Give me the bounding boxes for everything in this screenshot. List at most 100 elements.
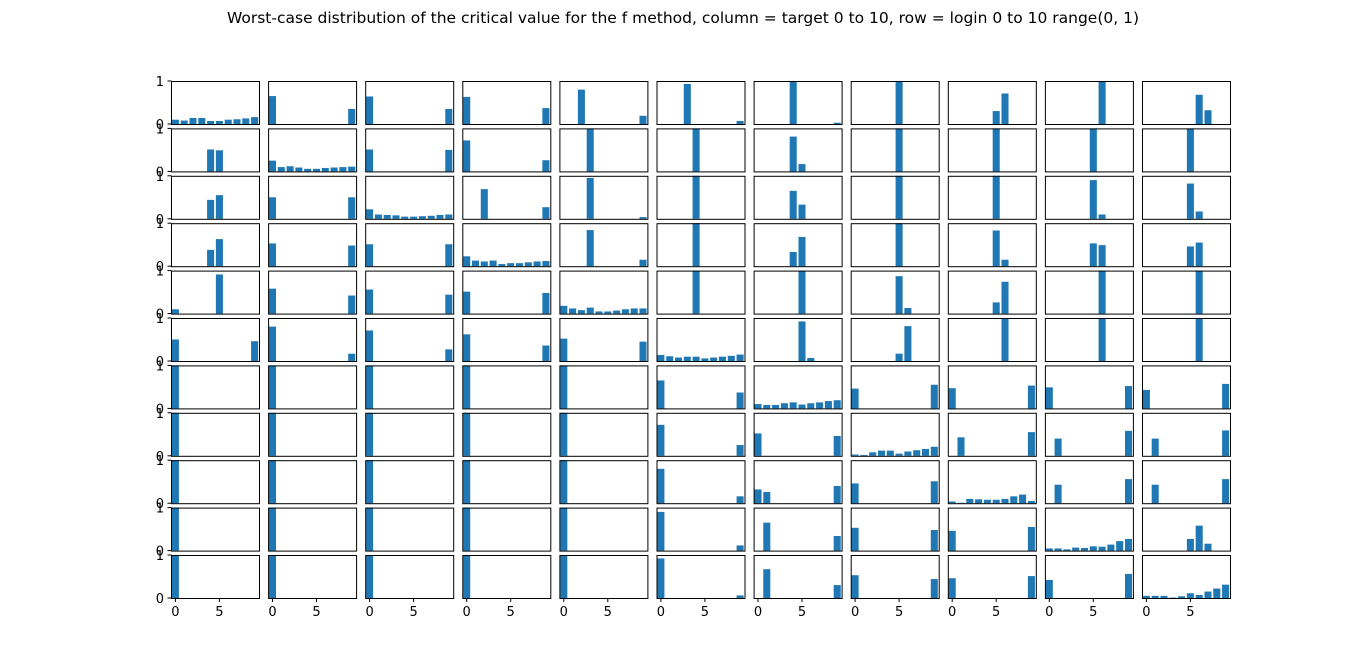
panel-frame	[753, 270, 843, 315]
bar-r4-c7-x5	[895, 276, 903, 314]
panel-r8-c6	[753, 460, 843, 505]
bar-r3-c0-x5	[215, 239, 223, 267]
bar-r8-c6-x0	[754, 489, 762, 504]
y-tick-label: 1	[156, 122, 164, 137]
bar-r1-c1-x0	[268, 160, 277, 172]
bar-r0-c1-x0	[268, 96, 277, 124]
bar-r6-c6-x4	[789, 402, 797, 409]
bar-r6-c6-x1	[763, 404, 771, 409]
bar-r4-c1-x9	[348, 295, 356, 314]
panel-frame	[1142, 555, 1231, 599]
bar-r6-c6-x7	[816, 402, 824, 409]
x-tick-label: 0	[657, 605, 665, 620]
bar-r5-c9-x6	[1098, 318, 1106, 361]
panel-r4-c5	[656, 270, 746, 315]
bar-r10-c7-x0	[851, 575, 859, 598]
bar-r7-c7-x0	[851, 454, 859, 456]
bar-r3-c7-x5	[895, 223, 903, 267]
y-tick-label: 1	[156, 312, 164, 327]
bar-r9-c10-x7	[1204, 543, 1212, 551]
bar-r8-c6-x1	[763, 492, 771, 504]
bar-r7-c9-x1	[1054, 438, 1062, 456]
bar-r9-c6-x9	[833, 535, 841, 551]
bar-r2-c2-x4	[401, 216, 409, 219]
x-tick-label: 5	[604, 605, 612, 620]
panel-r7-c9	[1044, 412, 1134, 457]
panel-frame	[850, 128, 940, 173]
panel-frame	[1044, 460, 1134, 505]
bar-r7-c7-x4	[886, 450, 894, 456]
y-tick-label: 0	[156, 450, 164, 465]
panel-r8-c4	[559, 460, 649, 505]
bar-r2-c8-x5	[992, 175, 1000, 219]
panel-r7-c2	[365, 412, 455, 457]
y-tick-label: 0	[156, 308, 164, 323]
panel-frame	[171, 412, 260, 457]
bar-r2-c2-x8	[436, 214, 444, 219]
bar-r1-c8-x5	[992, 128, 1000, 172]
bar-r6-c10-x9	[1222, 383, 1230, 409]
bar-r3-c3-x1	[471, 260, 480, 267]
panel-frame	[850, 223, 940, 268]
panel-frame	[656, 555, 746, 599]
bar-r10-c10-x4	[1178, 596, 1186, 598]
y-tick-label: 0	[156, 545, 164, 560]
x-tick-label: 0	[1142, 605, 1150, 620]
bar-r4-c7-x6	[904, 308, 912, 314]
panel-r1-c5	[656, 128, 746, 173]
panel-frame	[559, 318, 649, 362]
y-tick-label: 0	[156, 592, 164, 607]
bar-r2-c3-x2	[480, 189, 488, 219]
bar-r0-c6-x4	[789, 81, 797, 124]
bar-r7-c7-x9	[930, 446, 938, 456]
panel-frame	[365, 365, 455, 410]
panel-r5-c5	[656, 318, 746, 362]
panel-r6-c9	[1044, 365, 1134, 410]
bar-r4-c10-x6	[1195, 270, 1203, 314]
x-tick-label: 0	[365, 605, 373, 620]
bar-r4-c4-x6	[613, 310, 621, 314]
panel-frame	[656, 460, 746, 505]
panel-frame	[1044, 81, 1134, 125]
bar-r9-c1-x0	[268, 507, 277, 551]
bar-r7-c5-x9	[736, 445, 744, 456]
panel-frame	[268, 223, 358, 268]
panel-frame	[850, 175, 940, 220]
bar-r3-c3-x5	[507, 263, 515, 267]
panel-frame	[947, 460, 1037, 505]
bar-r7-c8-x9	[1027, 432, 1035, 456]
bar-r1-c0-x4	[207, 149, 215, 172]
bar-r9-c9-x2	[1063, 549, 1071, 551]
panel-r7-c4	[559, 412, 649, 457]
panel-frame	[268, 365, 358, 410]
x-tick-label: 0	[560, 605, 568, 620]
panel-frame	[365, 555, 455, 599]
bar-r5-c6-x5	[798, 321, 806, 361]
bar-r10-c10-x6	[1195, 594, 1203, 598]
panel-r8-c9	[1044, 460, 1134, 505]
bar-r4-c4-x7	[621, 309, 629, 314]
panel-frame	[171, 128, 260, 173]
panel-r1-c8	[947, 128, 1037, 173]
bar-r9-c10-x5	[1186, 538, 1194, 551]
bar-r8-c6-x9	[833, 486, 841, 504]
bar-r2-c9-x6	[1098, 214, 1106, 219]
panel-frame	[559, 555, 649, 599]
x-tick-label: 5	[409, 605, 417, 620]
panel-r8-c3	[462, 460, 552, 505]
panel-frame	[1044, 270, 1134, 315]
bar-r2-c2-x3	[392, 215, 400, 219]
y-tick-label: 1	[156, 75, 164, 90]
bar-r0-c9-x6	[1098, 81, 1106, 124]
bar-r5-c6-x6	[807, 357, 815, 361]
bar-r0-c0-x8	[242, 118, 250, 124]
panel-frame	[753, 318, 843, 362]
panel-r6-c3	[462, 365, 552, 410]
x-tick-label: 5	[312, 605, 320, 620]
bar-r6-c7-x9	[930, 384, 938, 409]
panel-frame	[753, 555, 843, 599]
bar-r3-c3-x4	[498, 264, 506, 267]
bar-r0-c0-x4	[207, 120, 215, 124]
panel-frame	[365, 270, 455, 315]
bar-r8-c7-x9	[930, 481, 938, 504]
